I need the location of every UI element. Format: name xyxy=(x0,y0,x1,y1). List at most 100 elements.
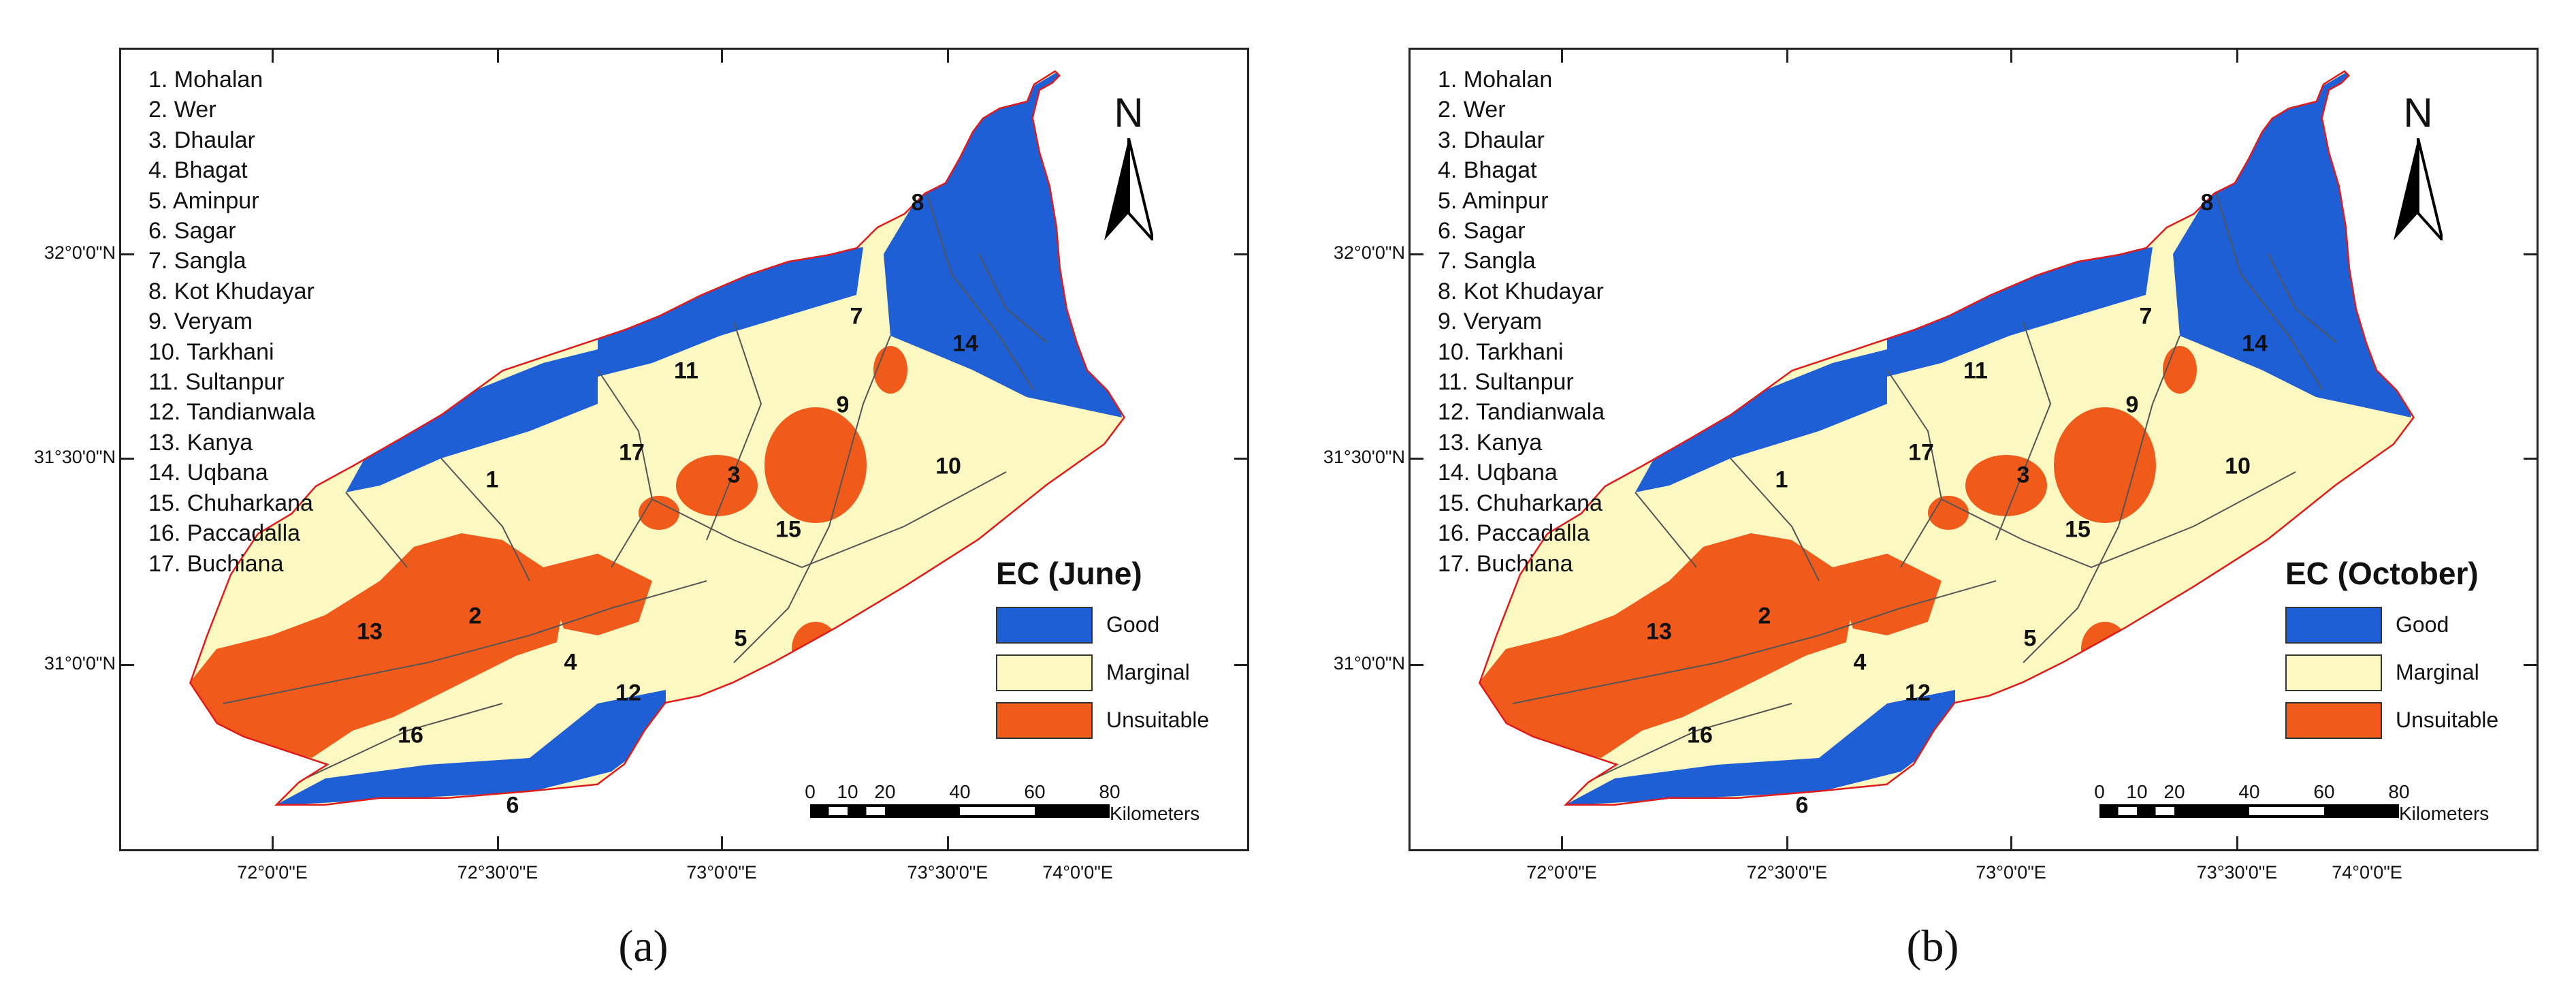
map-frame: 1. Mohalan 2. Wer 3. Dhaular 4. Bhagat 5… xyxy=(1408,48,2539,851)
legend-title: EC (October) xyxy=(2285,556,2479,591)
district-name: 11. Sultanpur xyxy=(148,369,285,396)
legend-swatch xyxy=(2285,607,2382,644)
scale-tick-label: 80 xyxy=(2388,781,2410,802)
district-name: 17. Buchiana xyxy=(1438,550,1573,577)
district-number: 2 xyxy=(468,603,482,629)
scale-unit: Kilometers xyxy=(1110,803,1200,824)
longitude-label: 72°0'0"E xyxy=(237,862,308,883)
district-number: 8 xyxy=(911,189,924,216)
district-name: 1. Mohalan xyxy=(148,67,263,93)
district-name: 7. Sangla xyxy=(1438,248,1536,274)
district-number: 12 xyxy=(1905,680,1931,706)
district-name: 8. Kot Khudayar xyxy=(148,278,315,304)
scale-bar xyxy=(810,804,1110,818)
longitude-label: 73°0'0"E xyxy=(686,862,757,883)
district-number: 3 xyxy=(727,462,741,488)
district-number: 5 xyxy=(734,625,747,652)
district-number: 1 xyxy=(485,466,499,493)
north-arrow: N xyxy=(1095,90,1163,247)
district-name: 10. Tarkhani xyxy=(148,338,274,365)
longitude-label: 73°30'0"E xyxy=(907,862,988,883)
district-number: 1 xyxy=(1775,466,1788,493)
district-name: 14. Uqbana xyxy=(148,460,268,486)
district-name: 16. Paccadalla xyxy=(148,520,301,547)
district-number: 16 xyxy=(398,722,423,748)
legend-swatch xyxy=(2285,654,2382,691)
longitude-label: 74°0'0"E xyxy=(2332,862,2402,883)
district-name: 6. Sagar xyxy=(1438,218,1526,244)
district-name: 13. Kanya xyxy=(1438,429,1543,456)
legend-swatch xyxy=(996,607,1093,644)
district-number: 2 xyxy=(1758,603,1771,629)
district-number: 15 xyxy=(775,516,801,543)
district-name: 6. Sagar xyxy=(148,218,236,244)
district-number: 7 xyxy=(850,303,863,330)
district-name: 2. Wer xyxy=(1438,97,1506,123)
latitude-label: 31°30'0"N xyxy=(1323,447,1405,467)
panel-caption: (a) xyxy=(618,921,669,971)
longitude-label: 72°30'0"E xyxy=(457,862,538,883)
north-arrow-icon xyxy=(2394,138,2443,240)
district-number: 13 xyxy=(1646,618,1672,645)
district-number: 5 xyxy=(2023,625,2037,652)
latitude-label: 31°30'0"N xyxy=(33,447,116,467)
north-label: N xyxy=(1114,90,1144,136)
panel-caption: (b) xyxy=(1906,921,1959,971)
district-number: 10 xyxy=(935,453,961,479)
longitude-label: 73°30'0"E xyxy=(2196,862,2278,883)
district-name-list: 1. Mohalan 2. Wer 3. Dhaular 4. Bhagat 5… xyxy=(1438,65,1605,579)
scale-tick-label: 40 xyxy=(2238,781,2260,802)
scale-tick-label: 10 xyxy=(2126,781,2148,802)
district-number: 17 xyxy=(1908,439,1934,466)
district-name: 3. Dhaular xyxy=(148,127,255,153)
district-name: 5. Aminpur xyxy=(1438,187,1549,214)
district-name: 1. Mohalan xyxy=(1438,67,1553,93)
north-arrow-icon xyxy=(1104,138,1153,240)
district-name-list: 1. Mohalan 2. Wer 3. Dhaular 4. Bhagat 5… xyxy=(148,65,315,579)
district-name: 9. Veryam xyxy=(1438,308,1543,335)
district-name: 5. Aminpur xyxy=(148,187,259,214)
district-name: 17. Buchiana xyxy=(148,550,284,577)
scale-unit: Kilometers xyxy=(2399,803,2490,824)
district-number: 4 xyxy=(1853,649,1867,676)
north-arrow: N xyxy=(2384,90,2452,247)
legend-title: EC (June) xyxy=(996,556,1142,591)
legend-label: Marginal xyxy=(1106,660,1190,684)
district-number: 16 xyxy=(1687,722,1713,748)
longitude-label: 72°30'0"E xyxy=(1746,862,1828,883)
district-name: 12. Tandianwala xyxy=(1438,399,1605,426)
district-number: 14 xyxy=(2242,330,2268,357)
district-number: 17 xyxy=(619,439,645,466)
map-panel-b: 1. Mohalan 2. Wer 3. Dhaular 4. Bhagat 5… xyxy=(1289,0,2576,997)
district-name: 11. Sultanpur xyxy=(1438,369,1574,396)
longitude-label: 72°0'0"E xyxy=(1526,862,1597,883)
map-panel-a: 1. Mohalan 2. Wer 3. Dhaular 4. Bhagat 5… xyxy=(0,0,1287,997)
north-label: N xyxy=(2403,90,2433,136)
district-name: 3. Dhaular xyxy=(1438,127,1545,153)
district-number: 8 xyxy=(2200,189,2214,216)
district-number: 12 xyxy=(615,680,641,706)
latitude-label: 31°0'0"N xyxy=(44,653,116,674)
latitude-label: 32°0'0"N xyxy=(44,242,116,263)
district-name: 12. Tandianwala xyxy=(148,399,316,426)
longitude-label: 73°0'0"E xyxy=(1976,862,2046,883)
legend-label: Marginal xyxy=(2396,660,2479,684)
district-number: 14 xyxy=(952,330,978,357)
longitude-label: 74°0'0"E xyxy=(1042,862,1113,883)
scale-tick-label: 80 xyxy=(1099,781,1121,802)
legend-label: Good xyxy=(2396,612,2449,637)
district-number: 9 xyxy=(836,392,850,418)
legend-label: Unsuitable xyxy=(2396,708,2499,732)
legend-label: Good xyxy=(1106,612,1160,637)
district-name: 14. Uqbana xyxy=(1438,460,1558,486)
district-name: 15. Chuharkana xyxy=(1438,490,1603,516)
map-frame: 1. Mohalan 2. Wer 3. Dhaular 4. Bhagat 5… xyxy=(119,48,1249,851)
district-number: 7 xyxy=(2139,303,2153,330)
latitude-label: 31°0'0"N xyxy=(1333,653,1405,674)
scale-tick-label: 20 xyxy=(874,781,896,802)
district-number: 3 xyxy=(2016,462,2030,488)
scale-tick-label: 0 xyxy=(805,781,816,802)
district-name: 2. Wer xyxy=(148,97,216,123)
district-number: 6 xyxy=(506,792,519,819)
legend-swatch xyxy=(996,654,1093,691)
